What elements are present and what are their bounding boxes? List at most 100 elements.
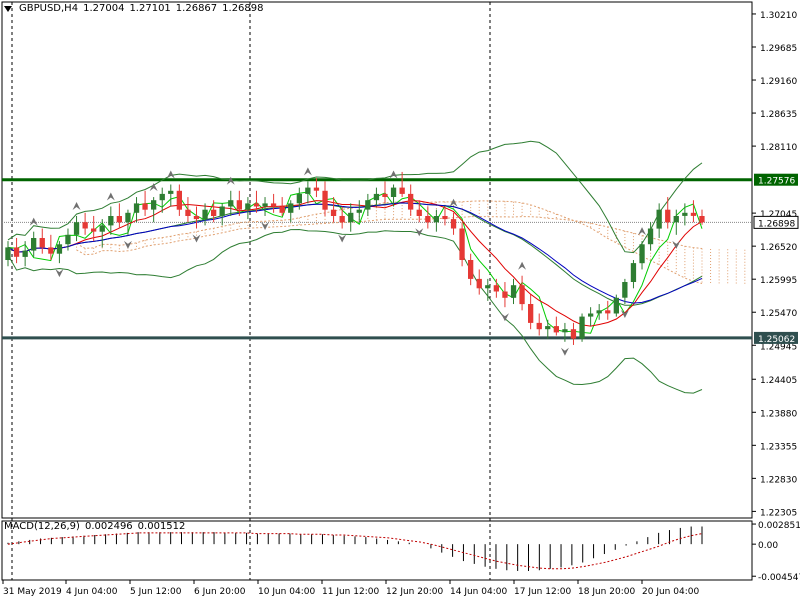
candle-body[interactable] (365, 200, 371, 210)
candle-body[interactable] (673, 216, 679, 223)
candle-body[interactable] (553, 326, 559, 333)
candle-body[interactable] (665, 209, 671, 223)
candle-body[interactable] (253, 203, 260, 207)
candle-body[interactable] (185, 209, 191, 216)
candle-body[interactable] (13, 247, 20, 257)
candle-body[interactable] (22, 250, 28, 257)
candle-body[interactable] (48, 247, 54, 254)
price-tick-label: 1.25995 (760, 276, 797, 286)
candle-body[interactable] (313, 187, 320, 191)
candle-body[interactable] (211, 209, 217, 216)
candle-body[interactable] (639, 244, 645, 264)
fractal-up-arrow-icon (303, 167, 312, 176)
candle-body[interactable] (579, 316, 585, 339)
candle-body[interactable] (647, 228, 654, 245)
candle-body[interactable] (296, 193, 302, 204)
candle-body[interactable] (202, 209, 208, 220)
candle-body[interactable] (442, 216, 448, 220)
candle-body[interactable] (236, 200, 242, 210)
candle-body[interactable] (262, 203, 268, 207)
fractal-up-arrow-icon (226, 176, 235, 185)
candle-body[interactable] (450, 219, 457, 229)
candle-body[interactable] (219, 206, 225, 216)
candle-body[interactable] (545, 326, 551, 330)
candle-body[interactable] (159, 193, 165, 201)
candle-body[interactable] (425, 216, 431, 223)
candle-body[interactable] (485, 285, 491, 289)
candle-body[interactable] (279, 206, 285, 213)
candle-body[interactable] (682, 212, 688, 216)
candle-body[interactable] (65, 234, 71, 245)
candle-body[interactable] (562, 329, 568, 333)
candle-body[interactable] (5, 247, 11, 260)
candle-body[interactable] (459, 228, 465, 261)
candle-body[interactable] (31, 238, 37, 251)
candle-body[interactable] (356, 209, 362, 213)
candle-body[interactable] (142, 203, 148, 210)
candle-body[interactable] (510, 285, 517, 298)
time-tick-label: 14 Jun 04:00 (450, 587, 507, 597)
candle-body[interactable] (690, 212, 697, 216)
candle-body[interactable] (416, 209, 422, 216)
candle-body[interactable] (502, 291, 508, 298)
candle-body[interactable] (176, 190, 182, 210)
candle-body[interactable] (468, 260, 474, 279)
candle-body[interactable] (433, 216, 439, 223)
candle-body[interactable] (339, 216, 345, 223)
level-price-badge (754, 331, 798, 344)
candle-body[interactable] (613, 297, 619, 314)
candle-body[interactable] (630, 263, 637, 282)
candle-body[interactable] (39, 238, 45, 248)
candle-body[interactable] (408, 193, 414, 210)
low-value: 1.26867 (175, 3, 218, 14)
candle-body[interactable] (73, 222, 80, 235)
collapse-triangle-icon[interactable] (4, 5, 12, 12)
candle-body[interactable] (536, 322, 542, 330)
candle-body[interactable] (605, 310, 611, 314)
candle-body[interactable] (168, 190, 174, 194)
candle-body[interactable] (288, 203, 294, 213)
candle-body[interactable] (133, 203, 140, 213)
candle-body[interactable] (382, 193, 388, 197)
macd-tick-label: -0.004547 (758, 573, 800, 583)
price-tick-label: 1.24945 (760, 342, 797, 352)
candle-body[interactable] (596, 310, 602, 314)
candle-body[interactable] (125, 212, 131, 223)
candle-body[interactable] (588, 313, 594, 317)
price-tick-label: 1.28635 (760, 110, 797, 120)
fractal-down-arrow-icon (123, 240, 132, 249)
candle-body[interactable] (56, 244, 63, 254)
candle-body[interactable] (270, 203, 277, 207)
candle-body[interactable] (622, 282, 628, 298)
candle-body[interactable] (699, 216, 705, 223)
candle-body[interactable] (322, 190, 328, 210)
candle-body[interactable] (390, 187, 397, 197)
candle-body[interactable] (228, 200, 234, 207)
candle-body[interactable] (493, 285, 499, 292)
time-tick-label: 5 Jun 12:00 (130, 587, 182, 597)
candle-body[interactable] (399, 187, 405, 194)
candle-body[interactable] (82, 222, 88, 229)
candle-body[interactable] (245, 203, 251, 210)
candle-body[interactable] (151, 200, 157, 210)
time-tick-label: 11 Jun 12:00 (322, 587, 379, 597)
fractal-down-arrow-icon (500, 313, 509, 322)
candle-body[interactable] (528, 304, 534, 323)
candle-body[interactable] (193, 216, 200, 220)
candle-body[interactable] (476, 278, 482, 289)
candle-body[interactable] (305, 187, 311, 194)
candle-body[interactable] (373, 193, 380, 201)
candle-body[interactable] (519, 285, 525, 305)
fractal-down-arrow-icon (55, 269, 64, 278)
candle-body[interactable] (91, 228, 97, 232)
bollinger-upper (7, 140, 703, 254)
candle-body[interactable] (570, 329, 577, 339)
candle-body[interactable] (116, 216, 122, 223)
candle-body[interactable] (348, 212, 354, 223)
candle-body[interactable] (656, 209, 662, 229)
candle-body[interactable] (330, 209, 337, 216)
candle-body[interactable] (99, 225, 105, 232)
candle-body[interactable] (108, 216, 114, 226)
